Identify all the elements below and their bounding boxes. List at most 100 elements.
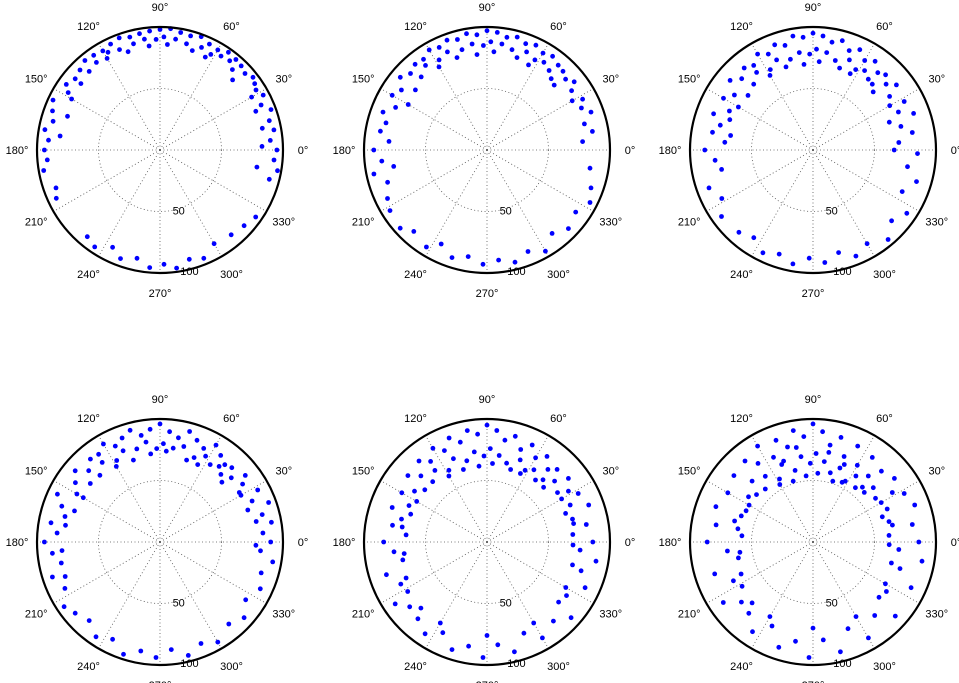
data-point — [587, 200, 593, 205]
data-point — [875, 70, 881, 76]
spoke-330 — [486, 541, 594, 604]
spoke-330 — [812, 149, 920, 212]
data-point — [911, 111, 916, 116]
spoke-240 — [98, 149, 161, 257]
data-point — [185, 653, 191, 658]
data-point — [97, 472, 103, 478]
data-point — [432, 468, 438, 473]
angle-label-240: 240° — [404, 661, 427, 673]
data-point — [228, 232, 234, 238]
data-point — [249, 498, 255, 504]
data-point — [919, 558, 925, 564]
data-point — [127, 427, 133, 433]
data-point — [706, 185, 712, 191]
data-point — [227, 58, 233, 64]
angle-label-0: 0° — [951, 145, 959, 157]
data-point — [732, 92, 737, 98]
angle-label-240: 240° — [730, 269, 753, 281]
data-point — [580, 96, 585, 102]
spoke-210 — [706, 149, 814, 212]
data-point — [738, 571, 744, 577]
spoke-30 — [159, 88, 267, 151]
angle-label-330: 330° — [925, 217, 948, 229]
data-point — [886, 119, 892, 125]
data-point — [465, 254, 471, 259]
data-point — [587, 165, 593, 171]
data-point — [86, 468, 92, 474]
data-point — [408, 511, 414, 517]
data-point — [788, 56, 793, 62]
data-point — [407, 604, 413, 610]
data-point — [399, 524, 405, 530]
data-point — [50, 574, 55, 580]
data-point — [504, 460, 509, 466]
data-point — [569, 88, 574, 94]
data-point — [275, 168, 280, 174]
angle-label-120: 120° — [77, 21, 100, 33]
data-point — [866, 635, 871, 641]
data-point — [230, 67, 235, 72]
data-point — [869, 455, 875, 460]
data-point — [514, 34, 520, 40]
data-point — [512, 259, 518, 265]
data-point — [876, 594, 882, 600]
data-point — [74, 491, 80, 497]
data-point — [181, 444, 187, 449]
data-point — [72, 508, 77, 514]
data-point — [853, 614, 859, 619]
data-point — [803, 473, 809, 479]
data-point — [790, 478, 796, 484]
angle-label-240: 240° — [730, 661, 753, 673]
spoke-60 — [486, 435, 549, 543]
data-point — [207, 41, 212, 47]
polar-plot-4: 50 100 0° 30° 60° 90° 120° 150° 180° 210° 240° 270°… — [6, 394, 309, 683]
data-point — [899, 189, 905, 195]
data-point — [837, 65, 842, 71]
data-point — [148, 451, 154, 457]
data-point — [580, 139, 585, 145]
data-point — [266, 500, 271, 505]
data-point — [176, 435, 181, 441]
spoke-330 — [159, 541, 267, 604]
angle-label-330: 330° — [925, 609, 948, 621]
data-point — [885, 237, 891, 242]
angle-label-0: 0° — [625, 145, 636, 157]
spoke-300 — [812, 541, 875, 649]
data-point — [755, 461, 761, 466]
data-point — [494, 30, 500, 35]
data-point — [807, 460, 813, 466]
data-point — [451, 456, 456, 462]
data-point — [266, 118, 272, 124]
angle-label-330: 330° — [272, 217, 295, 229]
data-point — [201, 446, 207, 451]
angle-label-270: 270° — [149, 680, 172, 683]
data-point — [568, 615, 574, 621]
spoke-30 — [812, 88, 920, 151]
data-point — [909, 130, 915, 135]
data-point — [270, 559, 276, 565]
data-point — [813, 451, 819, 456]
spoke-330 — [812, 541, 920, 604]
data-point — [191, 455, 197, 460]
spoke-330 — [159, 149, 267, 212]
data-point — [142, 36, 147, 42]
data-point — [776, 644, 782, 650]
data-point — [702, 147, 708, 153]
spoke-120 — [98, 435, 161, 543]
data-point — [582, 585, 588, 591]
data-point — [533, 455, 538, 461]
data-point — [518, 447, 524, 452]
data-point — [157, 421, 163, 427]
angle-label-60: 60° — [876, 21, 893, 33]
data-point — [399, 516, 404, 522]
data-point — [541, 59, 547, 65]
data-point — [253, 542, 259, 548]
data-point — [238, 492, 244, 498]
data-point — [170, 445, 176, 451]
data-point — [184, 41, 189, 47]
angle-label-300: 300° — [873, 269, 896, 281]
data-point — [570, 542, 576, 548]
data-point — [397, 225, 403, 231]
data-point — [62, 586, 68, 591]
data-point — [80, 495, 86, 501]
